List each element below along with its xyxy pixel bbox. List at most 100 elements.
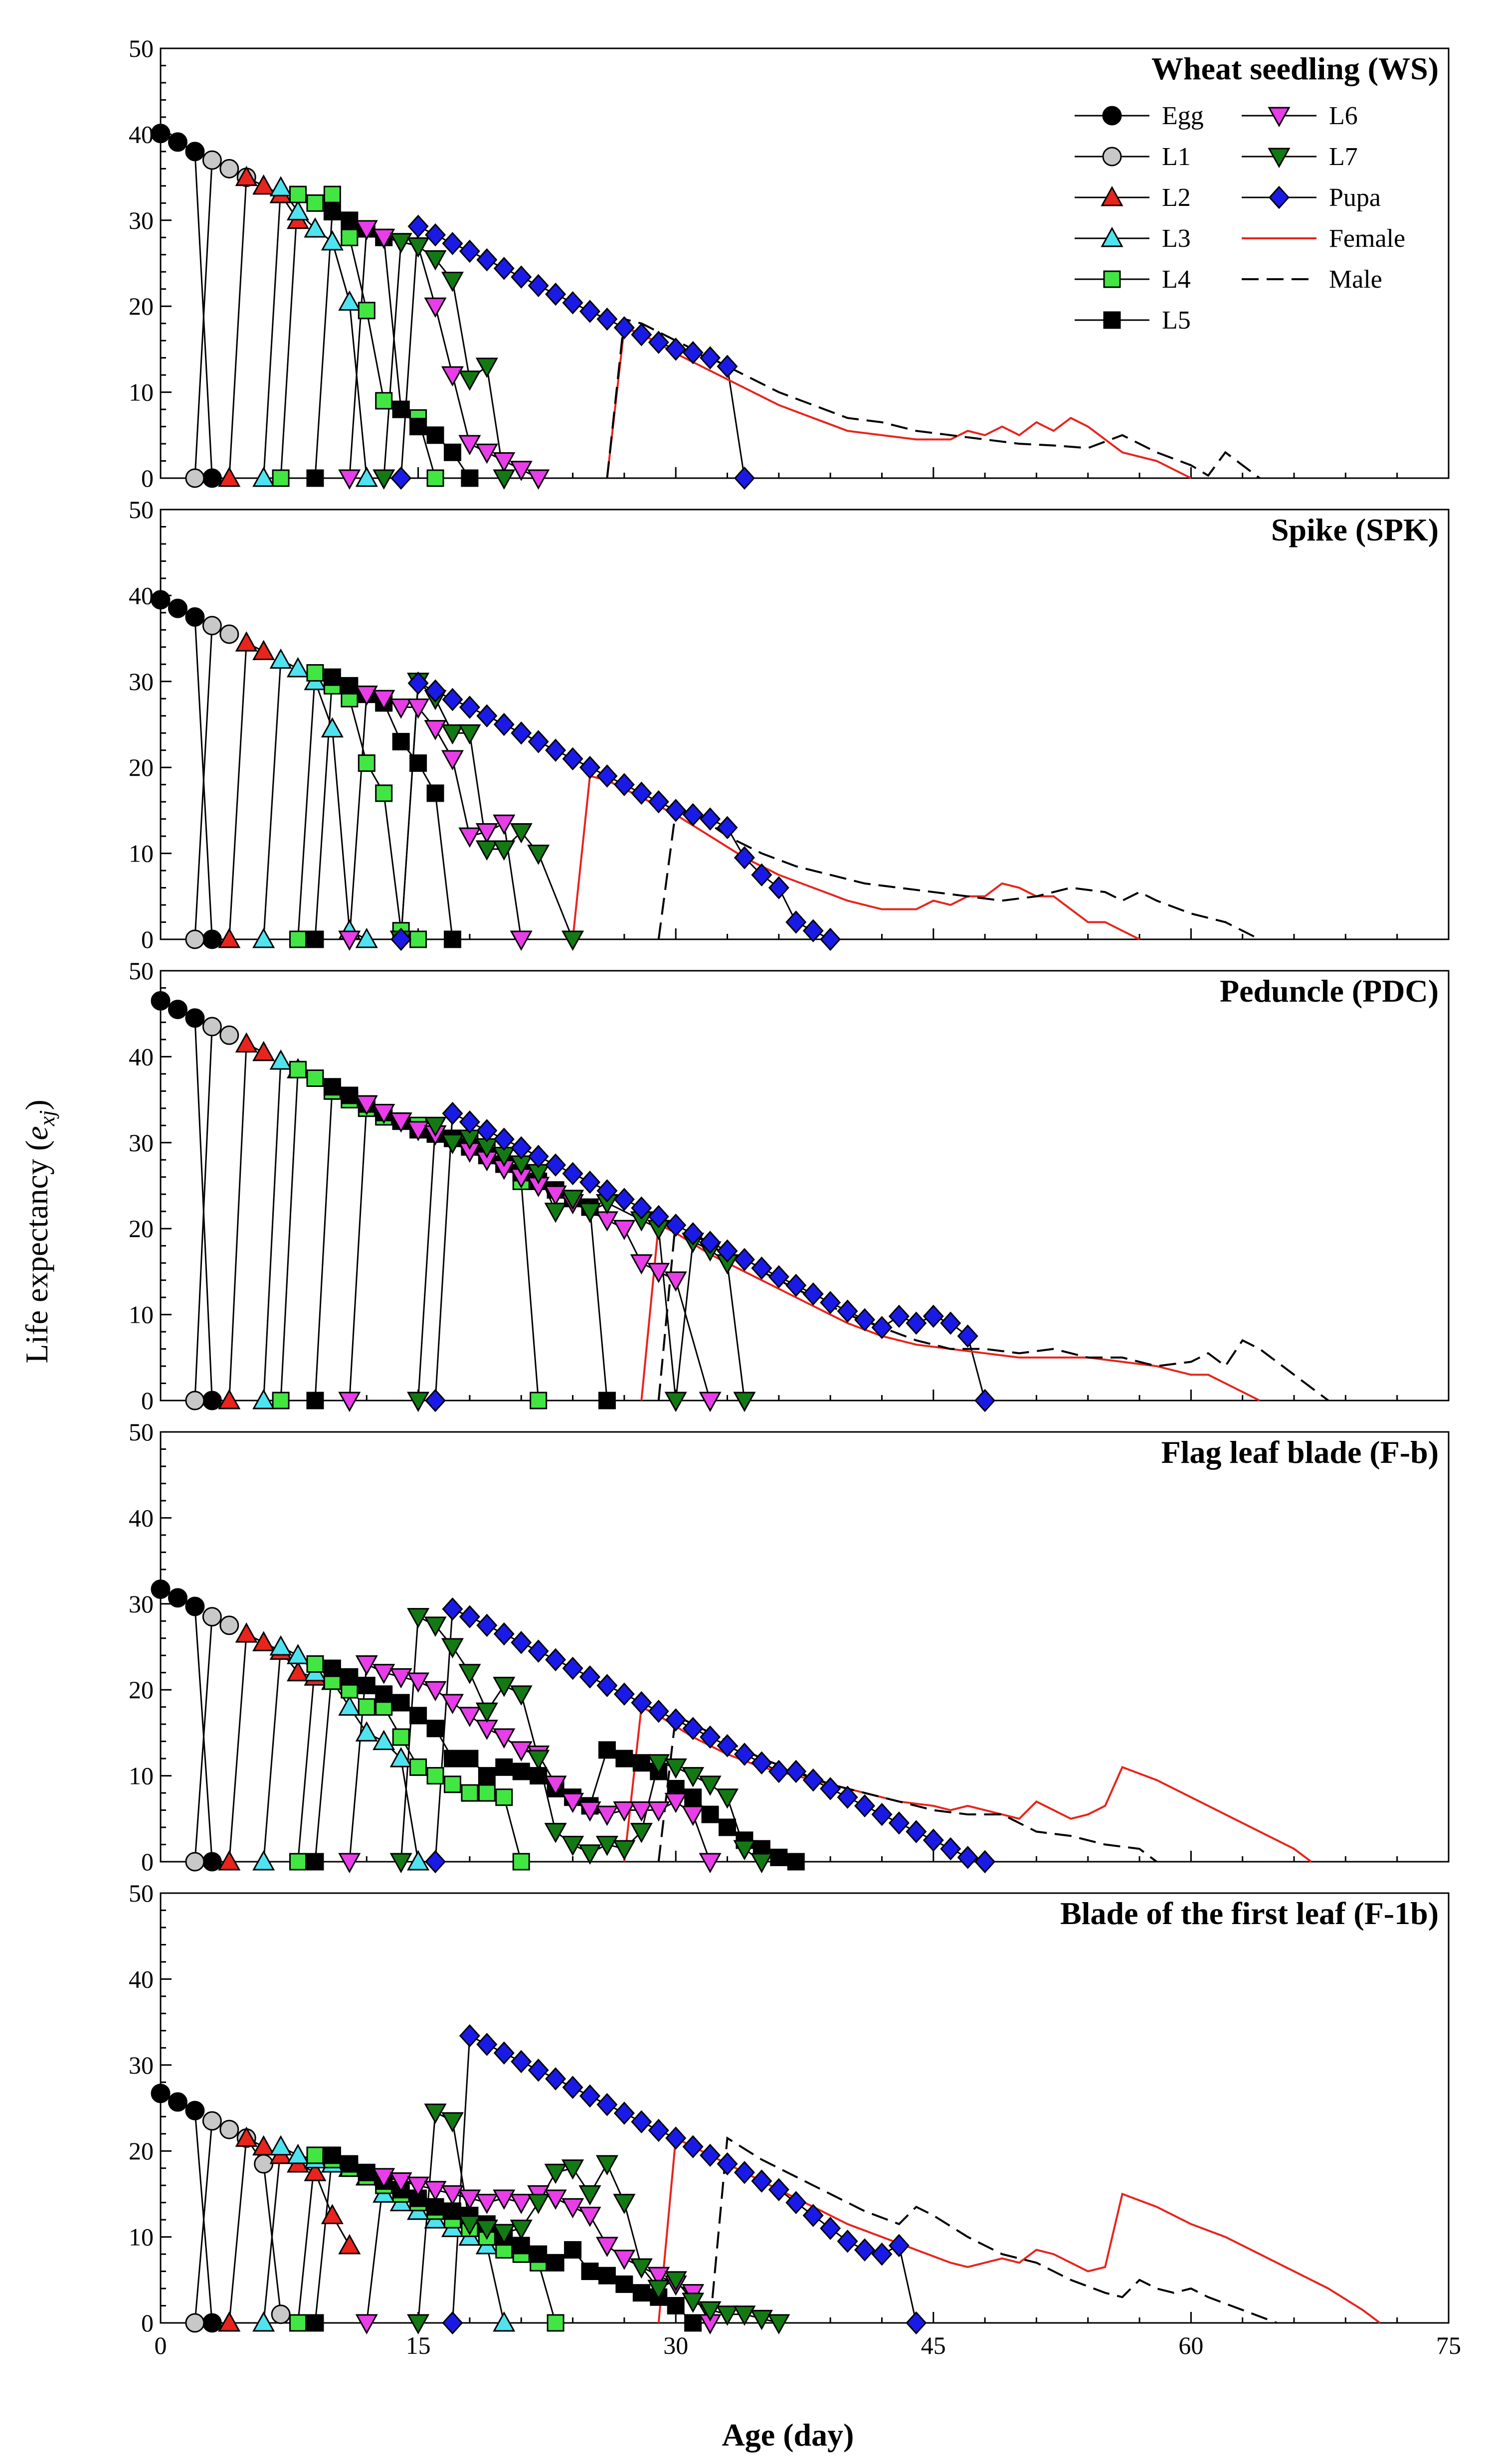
point-l6 (338, 469, 361, 490)
point-pupa (596, 764, 618, 788)
point-l4 (289, 2314, 307, 2332)
y-axis: 0 10 20 30 40 50 (129, 496, 172, 953)
point-l5 (512, 2237, 530, 2255)
point-l7 (458, 1664, 481, 1684)
point-pupa (579, 1665, 601, 1689)
point-l5 (443, 930, 461, 948)
point-l5 (426, 1720, 444, 1738)
point-l3 (493, 2311, 516, 2332)
point-pupa (545, 2067, 566, 2091)
legend-entry-l4: L4 (1075, 265, 1191, 294)
point-pupa (442, 232, 463, 255)
legend-label: Female (1329, 224, 1405, 253)
point-l7 (441, 1638, 464, 1659)
point-l5 (341, 1086, 359, 1104)
point-pupa (631, 1196, 652, 1220)
point-l4 (392, 1728, 410, 1746)
point-l3 (269, 176, 292, 196)
legend-label: L3 (1162, 224, 1191, 253)
point-l2 (235, 631, 258, 652)
point-l5 (443, 443, 461, 461)
point-l5 (564, 2241, 582, 2259)
point-l6 (373, 2168, 395, 2189)
x-axis-title: Age (day) (722, 2417, 854, 2453)
point-l1 (219, 2119, 239, 2139)
point-l3 (252, 2311, 275, 2332)
point-l2 (218, 466, 241, 487)
point-l7 (441, 724, 464, 745)
point-l5 (392, 732, 410, 750)
point-pupa (665, 799, 687, 822)
point-l7 (407, 1608, 430, 1628)
point-l3 (269, 1635, 292, 1656)
point-l7 (578, 2185, 601, 2206)
y-tick-label: 30 (129, 2051, 154, 2079)
point-l5 (358, 1677, 375, 1695)
point-l4 (272, 469, 290, 487)
point-l5 (323, 203, 341, 221)
point-l3 (252, 1850, 275, 1871)
y-axis-title: Life expectancy (exj) (19, 1099, 59, 1363)
point-l5 (684, 2314, 702, 2332)
point-pupa (717, 2152, 738, 2176)
point-l5 (632, 1754, 650, 1772)
x-tick-label: 45 (921, 2331, 946, 2359)
point-pupa (940, 1837, 961, 1861)
point-l5 (530, 2245, 548, 2263)
series-line-female (623, 1705, 1312, 1863)
point-l5 (375, 1685, 393, 1703)
point-l4 (272, 1392, 290, 1409)
point-l6 (544, 1775, 567, 1796)
point-pupa (734, 1743, 755, 1766)
point-l6 (424, 1681, 447, 1702)
point-egg (151, 590, 171, 610)
legend-label: Egg (1162, 102, 1204, 130)
point-l2 (252, 174, 275, 195)
y-tick-label: 50 (129, 496, 154, 524)
point-l7 (544, 1823, 567, 1843)
point-l5 (770, 1848, 788, 1866)
point-egg (202, 1391, 222, 1410)
point-pupa (425, 223, 446, 247)
point-pupa (442, 1597, 463, 1621)
point-pupa (768, 1265, 789, 1288)
point-pupa (888, 1304, 910, 1328)
point-pupa (923, 1304, 944, 1328)
series-line-l2 (228, 1043, 264, 1401)
point-pupa (682, 1222, 704, 1245)
point-l7 (561, 1190, 584, 1210)
point-l6 (389, 1112, 412, 1133)
series-line-male (606, 318, 1261, 479)
point-pupa (562, 1656, 583, 1680)
point-l3 (373, 1730, 395, 1751)
point-pupa (871, 1316, 893, 1339)
point-l7 (441, 2112, 464, 2132)
point-l7 (647, 1754, 670, 1774)
point-l6 (578, 2207, 601, 2227)
point-l5 (341, 2155, 359, 2173)
panel-5: 0 10 20 30 40 50 0 15 30 45 60 75 Blade of the first… (129, 1879, 1461, 2359)
point-pupa (682, 803, 704, 827)
point-l1 (202, 2111, 222, 2131)
point-l5 (598, 1392, 616, 1409)
point-l6 (664, 1271, 687, 1292)
point-l6 (630, 1254, 653, 1275)
point-l7 (544, 2163, 567, 2184)
point-l6 (561, 1792, 584, 1813)
point-pupa (888, 1811, 910, 1835)
point-l5 (426, 426, 444, 444)
point-pupa (785, 1273, 807, 1297)
panel-1: 0 10 20 30 40 50 Wheat seedling (WS) (129, 34, 1450, 492)
y-tick-label: 10 (129, 1762, 154, 1790)
point-l5 (461, 469, 479, 487)
legend-marker (1101, 226, 1123, 247)
point-l2 (252, 1631, 275, 1651)
point-l6 (389, 699, 412, 719)
point-l4 (530, 1392, 548, 1409)
point-pupa (596, 1179, 618, 1203)
point-l3 (338, 290, 361, 311)
point-l5 (341, 677, 359, 695)
point-l6 (458, 435, 481, 456)
point-l5 (787, 1853, 805, 1871)
point-pupa (493, 2041, 515, 2065)
